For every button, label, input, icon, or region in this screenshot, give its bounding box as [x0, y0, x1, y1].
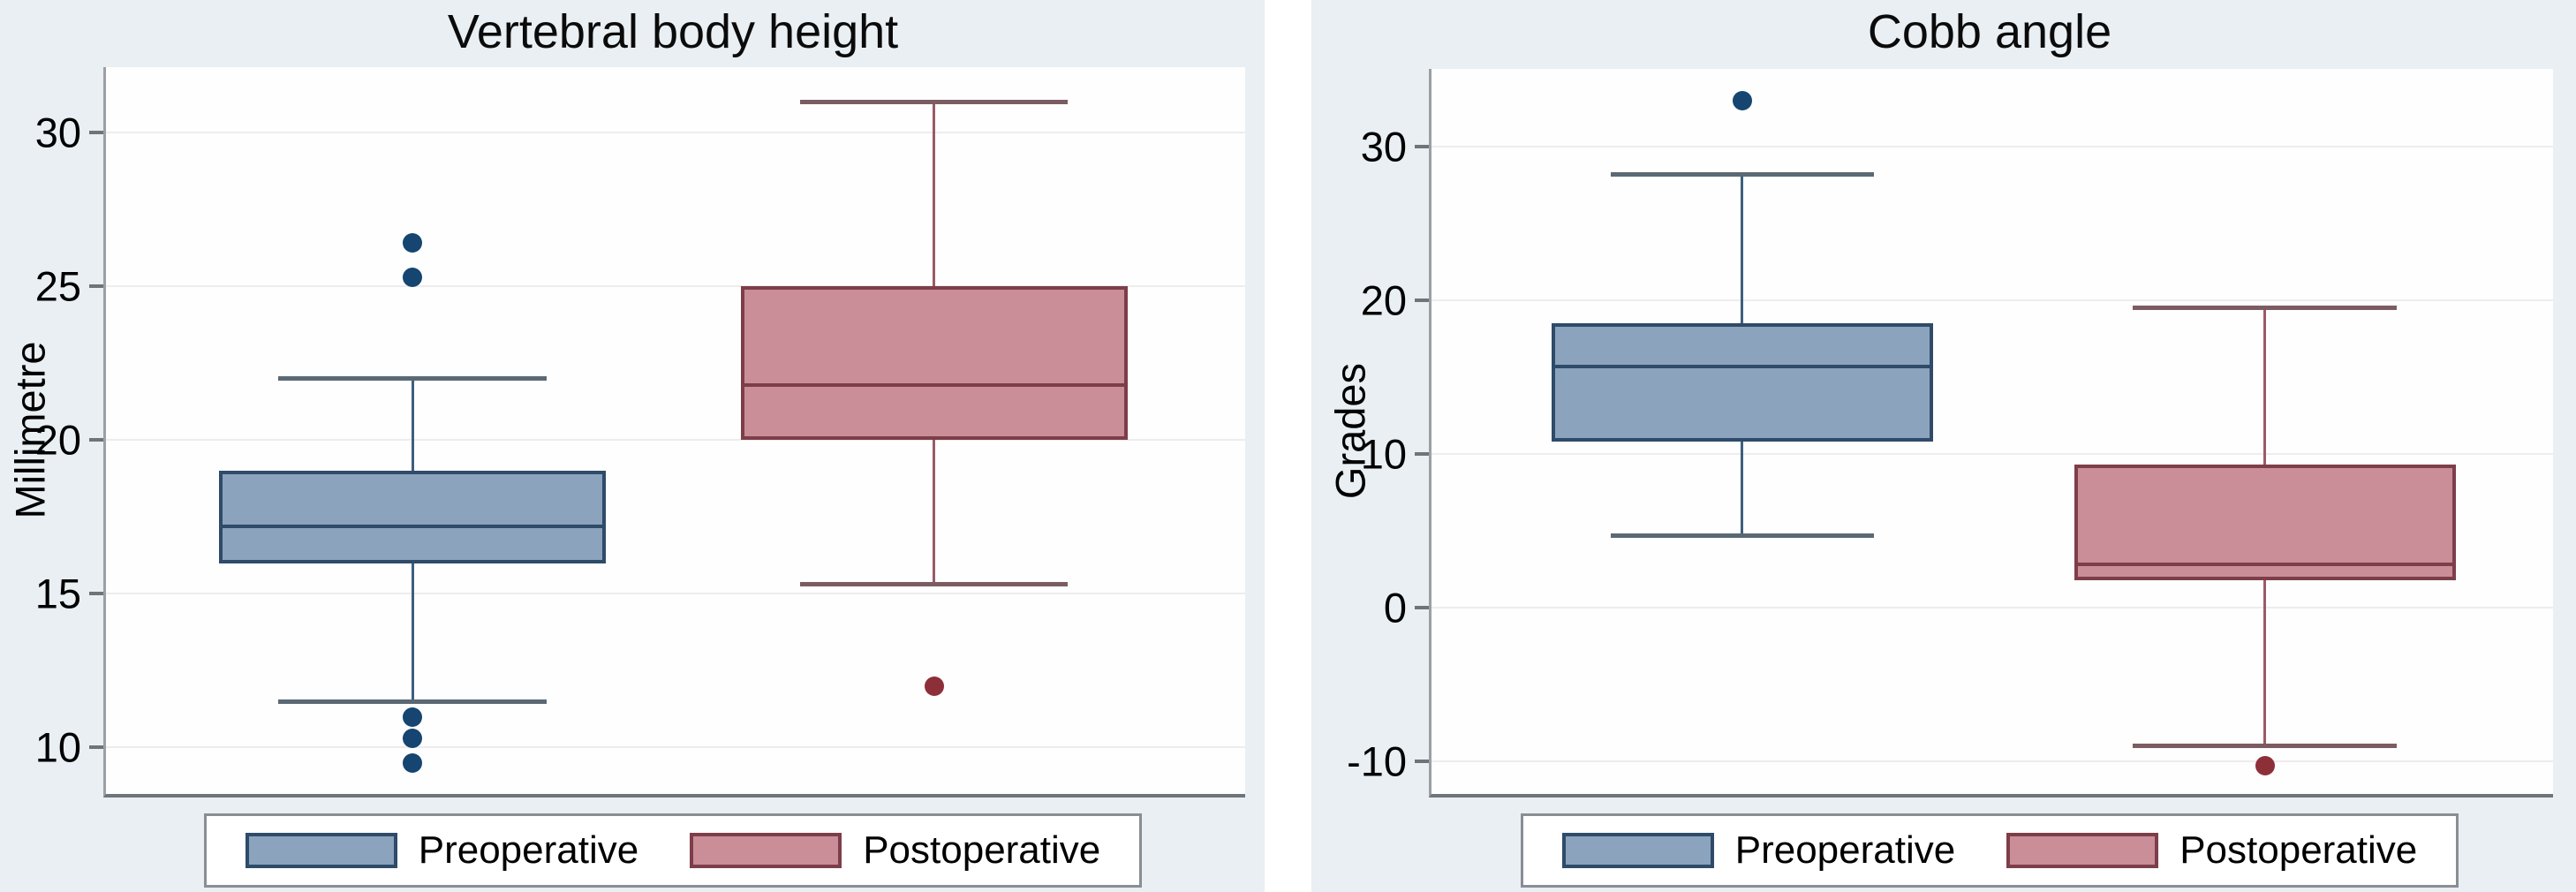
median-preoperative: [1551, 364, 1933, 368]
legend-box: Preoperative Postoperative: [1520, 813, 2459, 888]
y-axis-tick: [89, 745, 103, 750]
whisker-cap-postoperative: [800, 582, 1069, 587]
median-postoperative: [2074, 563, 2456, 567]
y-axis-tick: [1415, 298, 1429, 302]
y-axis-tick-label: 30: [1360, 123, 1407, 170]
y-axis-tick: [1415, 759, 1429, 763]
legend-label: Preoperative: [418, 828, 639, 872]
gridline: [106, 285, 1245, 288]
y-axis-tick: [89, 131, 103, 135]
y-axis-tick: [1415, 145, 1429, 148]
y-axis-tick: [89, 284, 103, 289]
legend-label: Postoperative: [2179, 828, 2418, 872]
chart-title: Vertebral body height: [447, 5, 899, 58]
y-axis-tick: [89, 438, 103, 442]
outlier-point-preoperative: [403, 728, 422, 748]
outlier-point-preoperative: [403, 267, 422, 287]
legend-item-preoperative: Preoperative: [245, 828, 639, 873]
outlier-point-preoperative: [403, 752, 422, 773]
gridline: [106, 593, 1245, 595]
y-axis-tick: [1415, 605, 1429, 609]
whisker-cap-postoperative: [800, 99, 1069, 104]
panel-vertebral-body-height: Vertebral body height Millimetre 30 25 20 1…: [0, 0, 1265, 892]
median-preoperative: [218, 524, 607, 528]
legend-label: Postoperative: [863, 828, 1101, 872]
y-axis-tick: [89, 592, 103, 596]
y-axis-tick-label: 0: [1383, 584, 1407, 631]
postoperative-swatch: [690, 833, 842, 868]
y-axis-tick: [1415, 451, 1429, 456]
plot-area: 30 25 20 15 10: [35, 67, 1245, 798]
whisker-cap-postoperative: [2133, 743, 2397, 748]
y-axis-tick-label: 20: [1360, 276, 1407, 324]
box-postoperative: [2074, 465, 2456, 580]
postoperative-swatch: [2006, 833, 2159, 868]
legend-label: Preoperative: [1734, 828, 1956, 872]
preoperative-swatch: [1561, 833, 1714, 868]
outlier-point-preoperative: [403, 707, 422, 727]
chart-title: Cobb angle: [1867, 5, 2112, 58]
y-axis-tick-label: 25: [34, 262, 81, 310]
y-axis-tick-label: 30: [34, 109, 81, 156]
legend-box: Preoperative Postoperative: [203, 813, 1143, 888]
legend: Preoperative Postoperative: [1429, 813, 2550, 888]
legend-item-preoperative: Preoperative: [1561, 828, 1956, 873]
whisker-cap-preoperative: [278, 699, 547, 704]
whisker-cap-preoperative: [1610, 171, 1874, 177]
gridline: [106, 132, 1245, 134]
box-postoperative: [740, 286, 1129, 441]
legend: Preoperative Postoperative: [103, 813, 1243, 888]
whisker-cap-preoperative: [1610, 533, 1874, 538]
y-axis-tick-label: 15: [34, 570, 81, 617]
y-axis-tick-label: -10: [1347, 737, 1407, 785]
gridline: [1432, 146, 2553, 147]
gridline: [106, 439, 1245, 442]
box-preoperative: [1551, 323, 1933, 442]
gridline: [1432, 760, 2553, 762]
preoperative-swatch: [245, 833, 397, 868]
legend-item-postoperative: Postoperative: [2006, 828, 2417, 873]
panel-cobb-angle: Cobb angle Grades 30 20 10 0 -10 Preoperativ…: [1311, 0, 2576, 892]
outlier-point-preoperative: [1732, 90, 1752, 110]
gridline: [106, 746, 1245, 749]
outlier-point-postoperative: [924, 676, 944, 696]
y-axis-tick-label: 20: [34, 416, 81, 464]
y-axis-tick-label: 10: [1360, 430, 1407, 478]
gridline: [1432, 606, 2553, 609]
legend-item-postoperative: Postoperative: [690, 828, 1100, 873]
gridline: [1432, 452, 2553, 455]
median-postoperative: [740, 382, 1129, 387]
outlier-point-preoperative: [403, 233, 422, 253]
gridline: [1432, 299, 2553, 301]
whisker-cap-preoperative: [278, 376, 547, 382]
outlier-point-postoperative: [2255, 755, 2275, 775]
box-preoperative: [218, 471, 607, 563]
whisker-cap-postoperative: [2133, 306, 2397, 311]
y-axis-tick-label: 10: [34, 723, 81, 771]
plot-area: 30 20 10 0 -10: [1347, 69, 2553, 798]
